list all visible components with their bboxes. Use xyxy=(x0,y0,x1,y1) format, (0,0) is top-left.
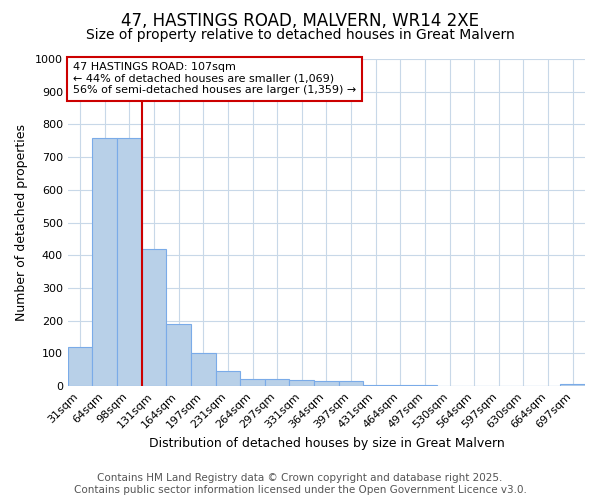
Text: 47 HASTINGS ROAD: 107sqm
← 44% of detached houses are smaller (1,069)
56% of sem: 47 HASTINGS ROAD: 107sqm ← 44% of detach… xyxy=(73,62,356,96)
Bar xyxy=(215,372,240,386)
Y-axis label: Number of detached properties: Number of detached properties xyxy=(15,124,28,321)
Bar xyxy=(314,382,339,386)
Bar xyxy=(560,384,585,386)
X-axis label: Distribution of detached houses by size in Great Malvern: Distribution of detached houses by size … xyxy=(149,437,504,450)
Bar xyxy=(240,379,265,386)
Bar xyxy=(117,138,142,386)
Text: Size of property relative to detached houses in Great Malvern: Size of property relative to detached ho… xyxy=(86,28,514,42)
Bar xyxy=(191,354,215,386)
Bar xyxy=(265,379,289,386)
Bar xyxy=(142,249,166,386)
Bar xyxy=(166,324,191,386)
Bar xyxy=(364,384,388,386)
Bar xyxy=(68,347,92,386)
Text: 47, HASTINGS ROAD, MALVERN, WR14 2XE: 47, HASTINGS ROAD, MALVERN, WR14 2XE xyxy=(121,12,479,30)
Bar xyxy=(339,382,364,386)
Bar xyxy=(92,138,117,386)
Bar xyxy=(388,385,413,386)
Bar xyxy=(413,385,437,386)
Text: Contains HM Land Registry data © Crown copyright and database right 2025.
Contai: Contains HM Land Registry data © Crown c… xyxy=(74,474,526,495)
Bar xyxy=(289,380,314,386)
